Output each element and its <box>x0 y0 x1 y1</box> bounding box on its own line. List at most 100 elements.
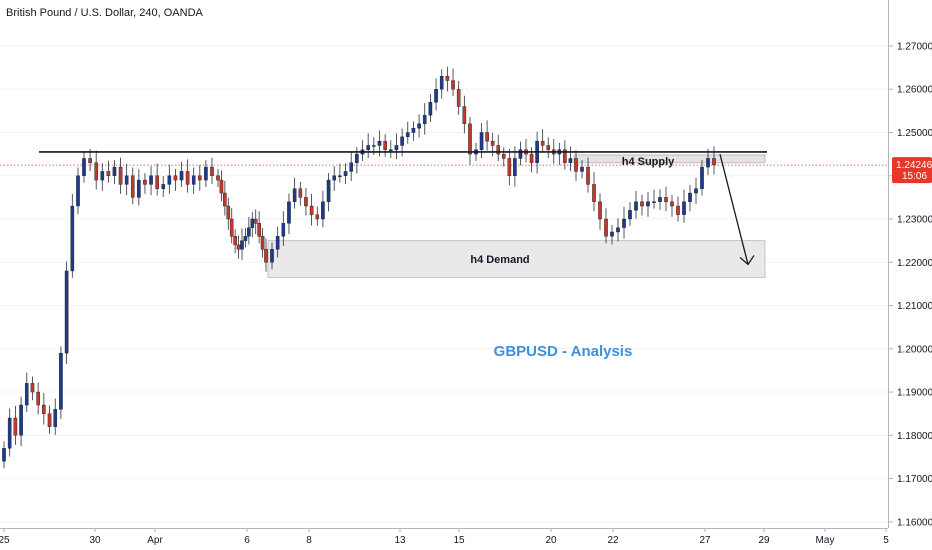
candle-body <box>130 175 135 198</box>
candle-body <box>456 89 461 107</box>
candle-body <box>275 236 280 250</box>
candle-body <box>59 352 63 410</box>
candle-body <box>622 218 626 228</box>
candle-body <box>377 140 382 146</box>
candle-body <box>383 140 387 150</box>
candle-body <box>94 162 98 181</box>
candle-body <box>179 171 184 181</box>
candle-body <box>321 201 325 220</box>
candle-body <box>529 153 534 163</box>
price-badge: 1.24246 15:06 <box>892 157 932 184</box>
candle-body <box>451 80 455 90</box>
candle-body <box>355 153 359 163</box>
candle-body <box>226 205 231 220</box>
price-axis[interactable]: 1.270001.260001.250001.240001.230001.220… <box>889 41 932 528</box>
candle-body <box>185 171 190 185</box>
x-tick-label: 25 <box>0 535 10 546</box>
candle-body <box>210 166 214 176</box>
candle-body <box>490 140 495 146</box>
y-tick-label: 1.21000 <box>897 301 932 312</box>
candle-body <box>24 383 29 406</box>
zones <box>267 154 766 278</box>
candle-body <box>389 149 393 151</box>
candle-body <box>332 175 337 181</box>
candles <box>2 66 716 469</box>
candle-body <box>53 409 58 427</box>
x-tick-label: 20 <box>545 535 557 546</box>
candle-body <box>292 188 297 202</box>
demand-zone[interactable] <box>267 240 766 278</box>
candle-body <box>42 404 46 414</box>
x-tick-label: 30 <box>89 535 101 546</box>
candle-body <box>616 227 620 233</box>
candle-body <box>70 205 75 272</box>
candle-body <box>281 223 286 237</box>
candle-body <box>411 127 416 133</box>
candle-body <box>513 158 517 176</box>
candle-body <box>366 145 370 150</box>
candle-body <box>264 249 268 263</box>
candle-body <box>592 184 596 202</box>
candle-body <box>233 236 237 246</box>
x-tick-label: May <box>816 535 835 546</box>
candle-body <box>309 205 314 215</box>
demand-zone-label: h4 Demand <box>470 254 529 266</box>
candle-body <box>664 197 668 202</box>
candle-body <box>468 123 472 155</box>
x-tick-label: 6 <box>244 535 250 546</box>
candle-body <box>204 166 208 181</box>
candle-body <box>106 171 111 176</box>
candle-body <box>496 145 501 155</box>
candle-body <box>219 179 224 194</box>
candle-body <box>2 448 6 462</box>
candle-body <box>610 231 614 237</box>
candle-body <box>240 240 244 250</box>
candle-body <box>247 227 251 237</box>
y-tick-label: 1.18000 <box>897 431 932 442</box>
candle-body <box>400 136 404 146</box>
candle-body <box>137 179 141 198</box>
candle-body <box>652 201 656 203</box>
candle-body <box>634 201 638 211</box>
y-tick-label: 1.16000 <box>897 517 932 528</box>
time-axis[interactable]: 25 30 Apr 6 8 13 15 20 22 27 29 May 5 <box>0 528 889 546</box>
candle-body <box>223 192 227 207</box>
candle-body <box>670 201 674 207</box>
candle-body <box>7 417 12 449</box>
candle-body <box>124 175 129 185</box>
candle-body <box>173 175 178 181</box>
candle-body <box>479 132 484 150</box>
candle-body <box>257 223 261 237</box>
candle-body <box>598 201 602 220</box>
forecast-arrow[interactable] <box>719 153 749 265</box>
candle-body <box>405 132 410 138</box>
y-tick-label: 1.22000 <box>897 258 932 269</box>
candle-body <box>706 158 710 168</box>
candle-body <box>586 166 590 185</box>
candle-body <box>658 197 662 202</box>
candle-body <box>82 158 86 176</box>
grid <box>0 45 888 523</box>
chart-title: British Pound / U.S. Dollar, 240, OANDA <box>6 7 204 19</box>
x-tick-label: Apr <box>147 535 163 546</box>
y-tick-label: 1.17000 <box>897 474 932 485</box>
x-tick-label: 29 <box>758 535 770 546</box>
candle-body <box>546 145 551 150</box>
candle-body <box>161 184 166 189</box>
candle-body <box>118 166 123 185</box>
candle-body <box>13 417 18 436</box>
x-tick-label: 13 <box>394 535 406 546</box>
supply-zone[interactable] <box>573 154 766 164</box>
candle-body <box>243 236 248 241</box>
x-tick-label: 5 <box>883 535 889 546</box>
candle-body <box>417 123 421 129</box>
x-tick-label: 27 <box>699 535 711 546</box>
price-badge-box <box>892 157 932 184</box>
y-tick-label: 1.26000 <box>897 85 932 96</box>
candle-body <box>149 175 153 185</box>
candle-body <box>434 89 438 103</box>
x-tick-label: 22 <box>607 535 619 546</box>
candle-body <box>682 201 686 215</box>
